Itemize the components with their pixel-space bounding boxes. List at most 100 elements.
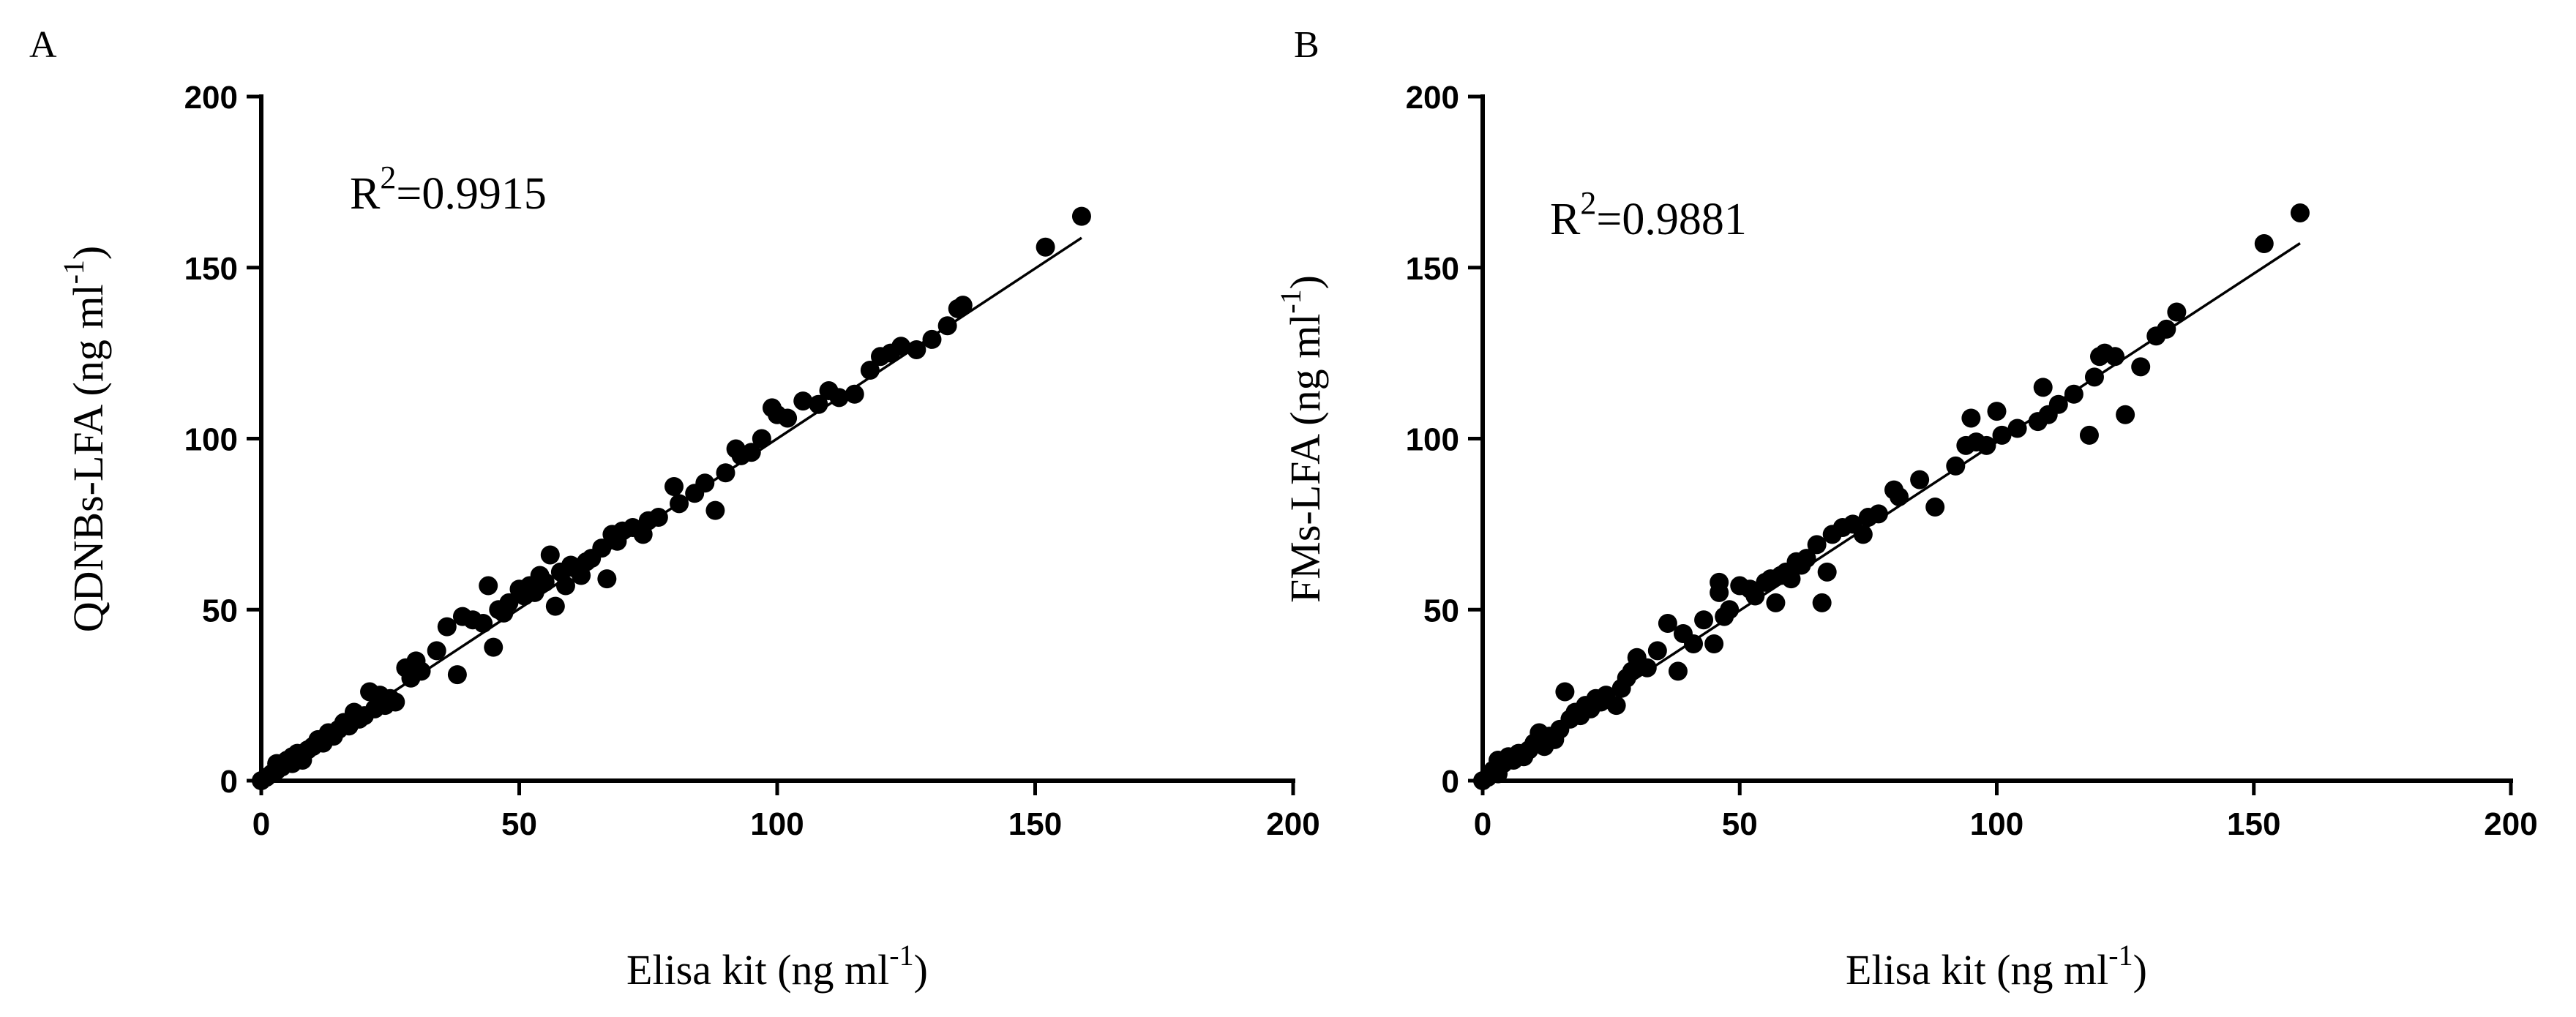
data-point [484,637,503,657]
data-point [2079,425,2099,445]
x-tick-label: 0 [1474,806,1491,842]
data-point [953,296,973,315]
y-tick-label: 50 [202,593,238,628]
data-point [1812,593,1832,612]
data-point [2116,405,2135,424]
data-point [937,316,957,336]
x-tick-label: 100 [1970,806,2023,842]
y-tick-label: 100 [1406,422,1459,458]
data-point [479,576,498,596]
panel-label: A [29,24,57,66]
data-point [427,641,446,661]
data-point [2048,394,2068,414]
data-point [540,545,560,565]
data-point [907,339,926,359]
x-tick-label: 50 [1722,806,1758,842]
data-point [1961,408,1981,428]
data-point [535,572,555,592]
data-point [1797,549,1816,568]
data-point [716,463,735,483]
data-point [752,429,771,449]
y-tick-label: 100 [184,422,238,458]
chart-panel-a: A R2=0.9915 Elisa kit (ng ml-1) QDNBs-LF… [29,24,1320,994]
data-point [1853,525,1873,544]
data-point [592,538,612,558]
data-point [597,569,617,589]
data-point [1555,682,1575,702]
data-point [1704,634,1724,653]
data-point [860,361,880,380]
data-point [1684,634,1704,653]
data-point [2064,384,2083,404]
data-point [1992,425,2012,445]
r-squared-annotation: R2=0.9881 [1550,185,1747,244]
data-point [1925,498,1945,517]
data-point [695,473,715,493]
data-point [499,593,519,612]
data-point [891,337,911,356]
data-point [2007,419,2027,438]
data-point [705,500,725,520]
y-tick-label: 150 [184,251,238,287]
data-point [1781,569,1801,589]
data-point [1647,641,1667,661]
data-point [1817,562,1837,582]
data-point [555,576,575,596]
data-point [741,443,761,462]
y-tick-label: 150 [1406,251,1459,287]
data-point [545,596,565,616]
x-tick-label: 150 [2227,806,2280,842]
data-point [648,508,668,528]
data-point [793,391,813,411]
panel-label: B [1294,24,1319,66]
data-point [1036,237,1055,257]
data-point [778,408,798,428]
data-point [1668,661,1688,681]
data-point [2131,357,2151,377]
data-point [1868,504,1888,524]
data-point [1977,435,1996,455]
data-point [2105,347,2125,367]
x-axis-title: Elisa kit (ng ml-1) [1846,939,2147,994]
r-squared-annotation: R2=0.9915 [350,160,547,219]
x-tick-label: 0 [252,806,270,842]
y-tick-label: 50 [1423,593,1459,628]
data-point [922,329,942,349]
data-point [1987,402,2007,421]
x-tick-label: 200 [1266,806,1319,842]
data-point [845,384,864,404]
y-axis-title: FMs-LFA (ng ml-1) [1274,275,1329,603]
data-point [1710,582,1729,602]
data-point [1694,610,1714,630]
data-point [1071,206,1091,226]
x-tick-label: 150 [1008,806,1062,842]
y-tick-label: 0 [1442,764,1459,800]
data-point [1946,456,1966,476]
data-point [1766,593,1786,612]
data-point [447,665,467,685]
data-point [1807,535,1827,555]
data-point [2290,203,2310,222]
data-point [2254,234,2274,254]
data-point [809,394,828,414]
data-point [411,661,431,681]
y-axis-title: QDNBs-LFA (ng ml-1) [57,246,112,633]
data-point [670,494,689,514]
data-point [1606,696,1626,716]
data-point [2033,378,2053,397]
y-tick-label: 200 [1406,80,1459,116]
y-tick-label: 0 [220,764,238,800]
data-point [2084,367,2104,387]
data-point [1890,487,1909,506]
data-point [437,617,457,637]
x-axis-title: Elisa kit (ng ml-1) [626,939,928,994]
x-tick-label: 100 [750,806,804,842]
data-point [473,613,493,633]
y-tick-label: 200 [184,80,238,116]
data-point [1637,658,1657,678]
data-point [1658,613,1677,633]
data-point [1910,470,1930,489]
data-point [386,692,405,712]
data-point [1745,586,1765,606]
